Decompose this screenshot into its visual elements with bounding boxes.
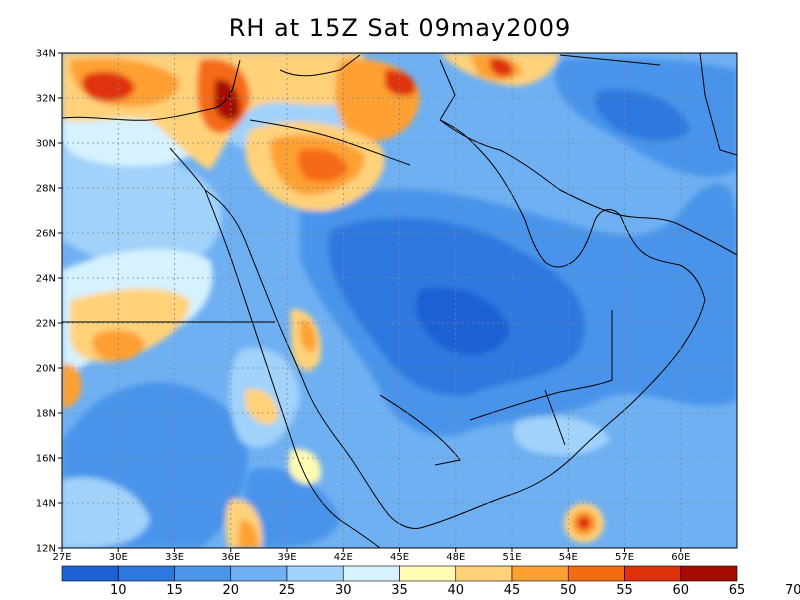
lon-tick-label: 27E (52, 552, 71, 563)
lon-tick-label: 48E (446, 552, 465, 563)
coastline-mediterranean (62, 59, 241, 121)
colorbar-label: 30 (335, 583, 352, 598)
colorbar-swatch (117, 565, 175, 582)
colorbar-label: 50 (560, 583, 577, 598)
coastline-persian-gulf (439, 119, 706, 301)
rh-region-red-1 (82, 71, 135, 102)
colorbar-label: 70 (785, 583, 800, 598)
border-yemen-oman (544, 389, 566, 446)
colorbar-swatch (624, 565, 682, 582)
rh-region-red-2 (385, 69, 416, 96)
rh-region-blue-7 (594, 89, 690, 142)
rh-region-red-3 (490, 57, 513, 77)
colorbar-label: 60 (672, 583, 689, 598)
coastline-caspian (559, 54, 661, 66)
coastline-red-sea-west (169, 147, 381, 548)
lon-tick-label: 51E (502, 552, 521, 563)
lon-tick-label: 45E (390, 552, 409, 563)
border-oman (469, 310, 613, 421)
border-syria (279, 54, 361, 77)
rh-region-orange-4 (238, 519, 259, 548)
colorbar-label: 15 (166, 583, 183, 598)
lon-tick-label: 42E (334, 552, 353, 563)
lat-tick-label: 28N (36, 184, 56, 195)
colorbar-label: 35 (391, 583, 408, 598)
coastline-red-sea-east (204, 189, 421, 529)
colorbar-label: 25 (279, 583, 296, 598)
lat-tick-label: 16N (36, 454, 56, 465)
coastlines (62, 53, 737, 548)
lon-tick-label: 33E (165, 552, 184, 563)
lon-tick-label: 57E (615, 552, 634, 563)
coastline-iran (439, 119, 737, 256)
lat-tick-label: 20N (36, 364, 56, 375)
lat-tick-label: 22N (36, 319, 56, 330)
lon-tick-label: 30E (109, 552, 128, 563)
rh-region-orange-9 (297, 148, 348, 182)
rh-region-darkred-1 (214, 79, 241, 121)
latitude-ticks: 34N 32N 30N 28N 26N 24N 22N 20N 18N 16N 14N 12N (36, 49, 62, 555)
rh-region-blue-5 (244, 468, 340, 548)
lat-tick-label: 12N (36, 544, 56, 555)
lon-tick-label: 36E (221, 552, 240, 563)
rh-field (62, 53, 737, 548)
coastline-arabian-sea (419, 299, 706, 529)
colorbar: 10 15 20 25 30 35 40 45 50 55 60 65 70 (61, 565, 800, 598)
colorbar-swatch (455, 565, 513, 582)
rh-region-lightblue-6 (62, 477, 150, 548)
rh-region-lightblue-1 (62, 147, 222, 270)
colorbar-swatch (61, 565, 119, 582)
colorbar-swatch (399, 565, 457, 582)
rh-region-orange-1 (92, 329, 145, 362)
rh-region-orange-2 (62, 364, 82, 408)
colorbar-label: 45 (504, 583, 521, 598)
colorbar-swatch (174, 565, 232, 582)
colorbar-swatch (567, 565, 625, 582)
rh-region-hotspot-core (577, 516, 591, 530)
colorbar-swatch (230, 565, 288, 582)
lat-tick-label: 26N (36, 229, 56, 240)
lon-tick-label: 60E (671, 552, 690, 563)
colorbar-label: 40 (447, 583, 464, 598)
rh-region-blue-3 (416, 287, 510, 355)
chart-title: RH at 15Z Sat 09may2009 (228, 14, 572, 42)
colorbar-label: 65 (729, 583, 746, 598)
lat-tick-label: 14N (36, 499, 56, 510)
lat-tick-label: 34N (36, 49, 56, 60)
colorbar-label: 20 (222, 583, 239, 598)
border-afghanistan (699, 53, 737, 156)
colorbar-swatch (511, 565, 569, 582)
lat-tick-label: 18N (36, 409, 56, 420)
colorbar-swatch (286, 565, 344, 582)
colorbar-label: 10 (110, 583, 127, 598)
border-iraq-iran (439, 59, 456, 121)
border-iraq-saudi (249, 119, 411, 166)
lon-tick-label: 54E (559, 552, 578, 563)
rh-region-yellow-3 (245, 389, 279, 425)
rh-region-orange-3 (300, 319, 316, 352)
longitude-ticks: 27E 30E 33E 36E 39E 42E 45E 48E 51E 54E 57E 60E (52, 548, 690, 563)
colorbar-swatch (342, 565, 400, 582)
lat-tick-label: 30N (36, 139, 56, 150)
colorbar-label: 55 (616, 583, 633, 598)
lat-tick-label: 32N (36, 94, 56, 105)
lon-tick-label: 39E (277, 552, 296, 563)
colorbar-swatch (680, 565, 738, 582)
lat-tick-label: 24N (36, 274, 56, 285)
